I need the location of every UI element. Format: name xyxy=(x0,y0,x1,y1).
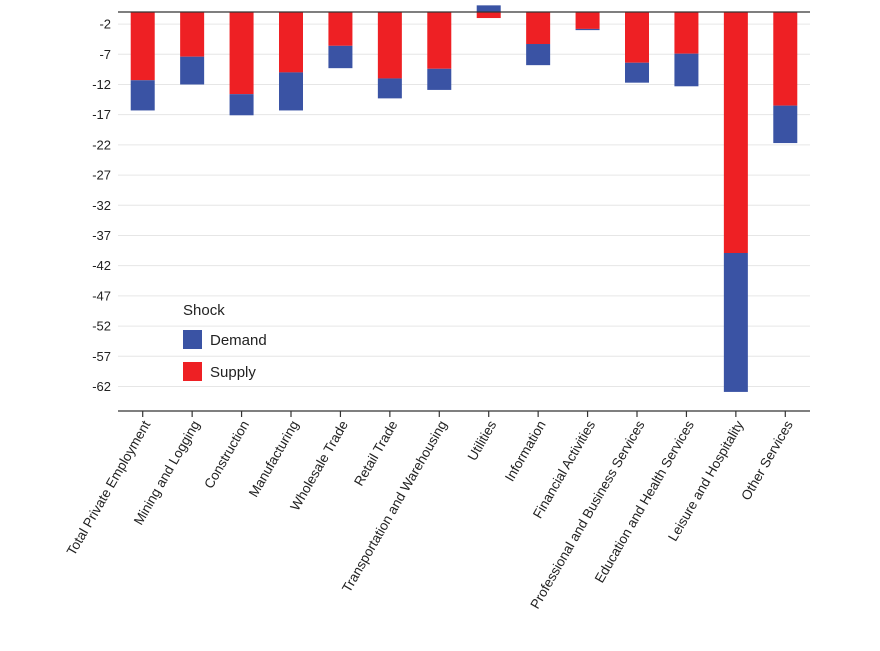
legend-label-demand: Demand xyxy=(210,332,267,349)
y-tick-label: -57 xyxy=(92,349,111,364)
bar-demand-information xyxy=(526,44,551,66)
y-tick-label: -32 xyxy=(92,198,111,213)
legend-title: Shock xyxy=(183,302,225,319)
y-tick-label: -52 xyxy=(92,319,111,334)
bar-supply-mining-and-logging xyxy=(180,12,205,57)
bar-supply-retail-trade xyxy=(377,12,402,79)
bar-demand-other-services xyxy=(773,105,798,144)
bar-demand-mining-and-logging xyxy=(180,56,205,85)
bar-supply-manufacturing xyxy=(279,12,303,73)
bar-demand-retail-trade xyxy=(377,78,402,99)
x-tick-label-information: Information xyxy=(502,418,549,484)
bar-supply-education-and-health-services xyxy=(674,12,699,54)
bar-supply-leisure-and-hospitality xyxy=(723,12,748,253)
y-tick-label: -12 xyxy=(92,77,111,92)
bar-demand-education-and-health-services xyxy=(674,53,699,87)
bar-demand-transportation-and-warehousing xyxy=(427,68,452,90)
bar-demand-utilities xyxy=(476,5,501,12)
legend-label-supply: Supply xyxy=(210,364,256,381)
bar-demand-total-private-employment xyxy=(130,80,155,111)
y-tick-label: -7 xyxy=(99,47,111,62)
bar-supply-transportation-and-warehousing xyxy=(427,12,452,69)
bar-supply-other-services xyxy=(773,12,798,106)
bar-supply-total-private-employment xyxy=(130,12,155,81)
bar-supply-financial-activities xyxy=(575,12,600,29)
y-tick-label: -27 xyxy=(92,168,111,183)
y-tick-label: -22 xyxy=(92,137,111,152)
bar-supply-information xyxy=(526,12,551,45)
bar-demand-professional-and-business-services xyxy=(625,62,649,83)
x-tick-label-manufacturing: Manufacturing xyxy=(246,418,302,500)
axes: -2 -7 -12 -17 -22 -27 -32 -37 -42 -47 -52 -57 -62 Tot… xyxy=(64,11,810,611)
bar-demand-wholesale-trade xyxy=(328,45,353,69)
bars xyxy=(130,5,798,392)
legend: Shock Demand Supply xyxy=(183,302,267,381)
x-tick-label-total-private-employment: Total Private Employment xyxy=(64,418,154,558)
bar-demand-construction xyxy=(229,94,254,116)
bar-demand-leisure-and-hospitality xyxy=(723,252,748,392)
y-tick-label: -2 xyxy=(99,17,111,32)
bar-demand-financial-activities xyxy=(575,28,600,31)
bar-demand-manufacturing xyxy=(279,72,303,111)
x-tick-label-other-services: Other Services xyxy=(738,418,796,503)
legend-swatch-demand xyxy=(183,330,202,349)
x-tick-label-transportation-and-warehousing: Transportation and Warehousing xyxy=(339,418,450,595)
x-tick-label-construction: Construction xyxy=(201,418,252,491)
x-tick-label-utilities: Utilities xyxy=(465,418,500,463)
bar-supply-utilities xyxy=(476,12,501,19)
y-tick-label: -42 xyxy=(92,258,111,273)
y-tick-label: -17 xyxy=(92,107,111,122)
x-tick-label-education-and-health-services: Education and Health Services xyxy=(592,418,697,586)
y-tick-label: -37 xyxy=(92,228,111,243)
bar-supply-professional-and-business-services xyxy=(625,12,649,63)
legend-swatch-supply xyxy=(183,362,202,381)
bar-supply-construction xyxy=(229,12,254,95)
bar-supply-wholesale-trade xyxy=(328,12,353,46)
y-tick-label: -47 xyxy=(92,288,111,303)
y-tick-label: -62 xyxy=(92,379,111,394)
x-tick-label-retail-trade: Retail Trade xyxy=(351,418,400,489)
